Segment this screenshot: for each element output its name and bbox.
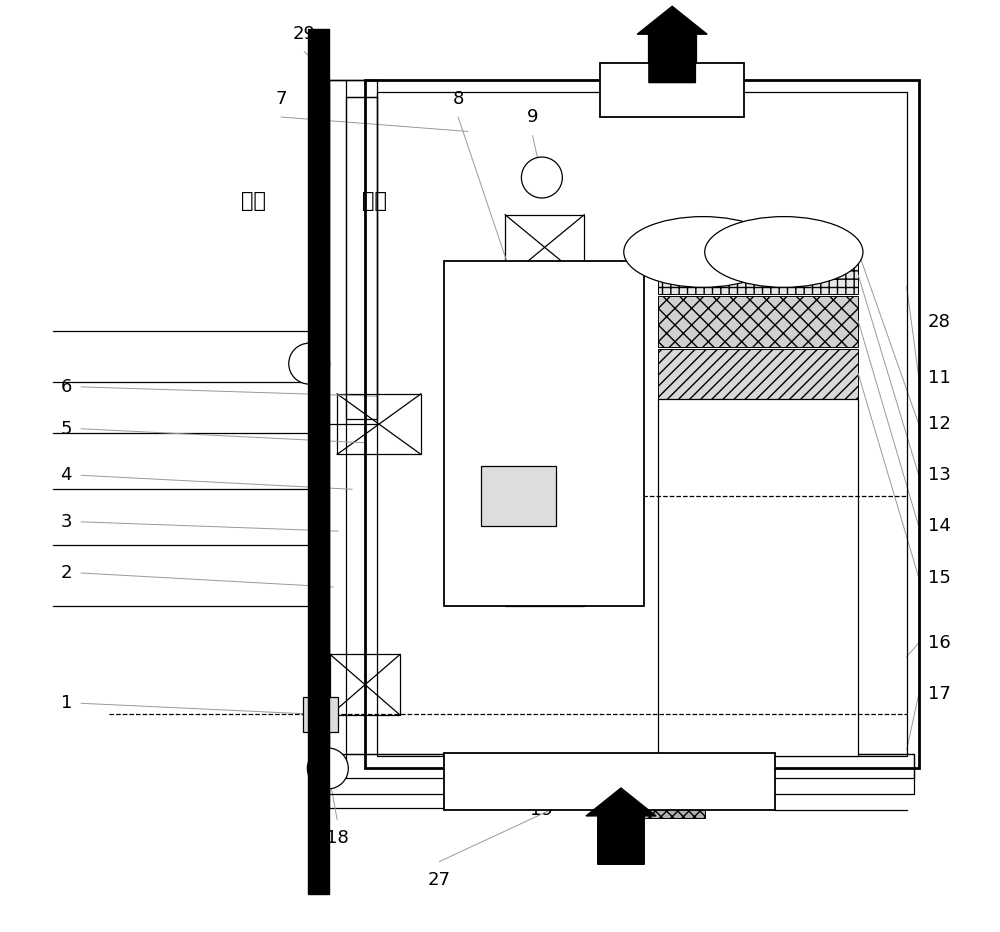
- Bar: [346, 97, 377, 419]
- Bar: [598, 792, 705, 818]
- Ellipse shape: [521, 157, 562, 198]
- Text: 28: 28: [928, 313, 951, 331]
- Text: 7: 7: [276, 89, 287, 108]
- Text: 8: 8: [452, 89, 464, 108]
- Text: 1: 1: [61, 694, 72, 712]
- Bar: [444, 753, 775, 810]
- Bar: [444, 261, 644, 606]
- Bar: [600, 63, 744, 117]
- Bar: [346, 755, 914, 778]
- Bar: [377, 92, 907, 757]
- Text: 4: 4: [60, 466, 72, 485]
- Bar: [329, 80, 377, 424]
- Bar: [308, 29, 329, 894]
- Bar: [658, 399, 858, 757]
- Bar: [648, 31, 696, 63]
- Text: 10: 10: [605, 89, 628, 108]
- Text: 11: 11: [928, 368, 951, 387]
- Bar: [365, 80, 919, 769]
- Bar: [330, 654, 400, 715]
- Text: 5: 5: [60, 419, 72, 438]
- Text: 19: 19: [530, 801, 553, 819]
- Text: 室内: 室内: [362, 191, 387, 211]
- Text: 15: 15: [928, 569, 951, 586]
- Text: 12: 12: [928, 415, 951, 433]
- Text: 2: 2: [60, 564, 72, 582]
- Bar: [337, 394, 421, 455]
- Text: 18: 18: [326, 829, 349, 847]
- Bar: [303, 697, 338, 733]
- Text: 29: 29: [293, 24, 316, 43]
- Bar: [505, 214, 584, 280]
- Ellipse shape: [705, 216, 863, 287]
- Bar: [481, 466, 556, 527]
- Ellipse shape: [289, 343, 330, 384]
- FancyArrow shape: [637, 7, 707, 83]
- Text: 9: 9: [527, 108, 538, 127]
- Bar: [505, 541, 584, 606]
- Text: 室外: 室外: [241, 191, 266, 211]
- Bar: [658, 295, 858, 347]
- Text: 27: 27: [428, 870, 451, 889]
- Text: 14: 14: [928, 517, 951, 536]
- Ellipse shape: [307, 748, 348, 788]
- Ellipse shape: [624, 216, 782, 287]
- Bar: [329, 755, 914, 793]
- Bar: [611, 68, 733, 112]
- Text: 6: 6: [61, 377, 72, 396]
- Text: 3: 3: [60, 513, 72, 531]
- Bar: [594, 759, 678, 804]
- Text: 17: 17: [928, 685, 951, 703]
- Bar: [658, 349, 858, 399]
- Text: 16: 16: [928, 634, 951, 651]
- FancyArrow shape: [586, 788, 656, 864]
- Bar: [658, 256, 858, 294]
- Text: 13: 13: [928, 466, 951, 485]
